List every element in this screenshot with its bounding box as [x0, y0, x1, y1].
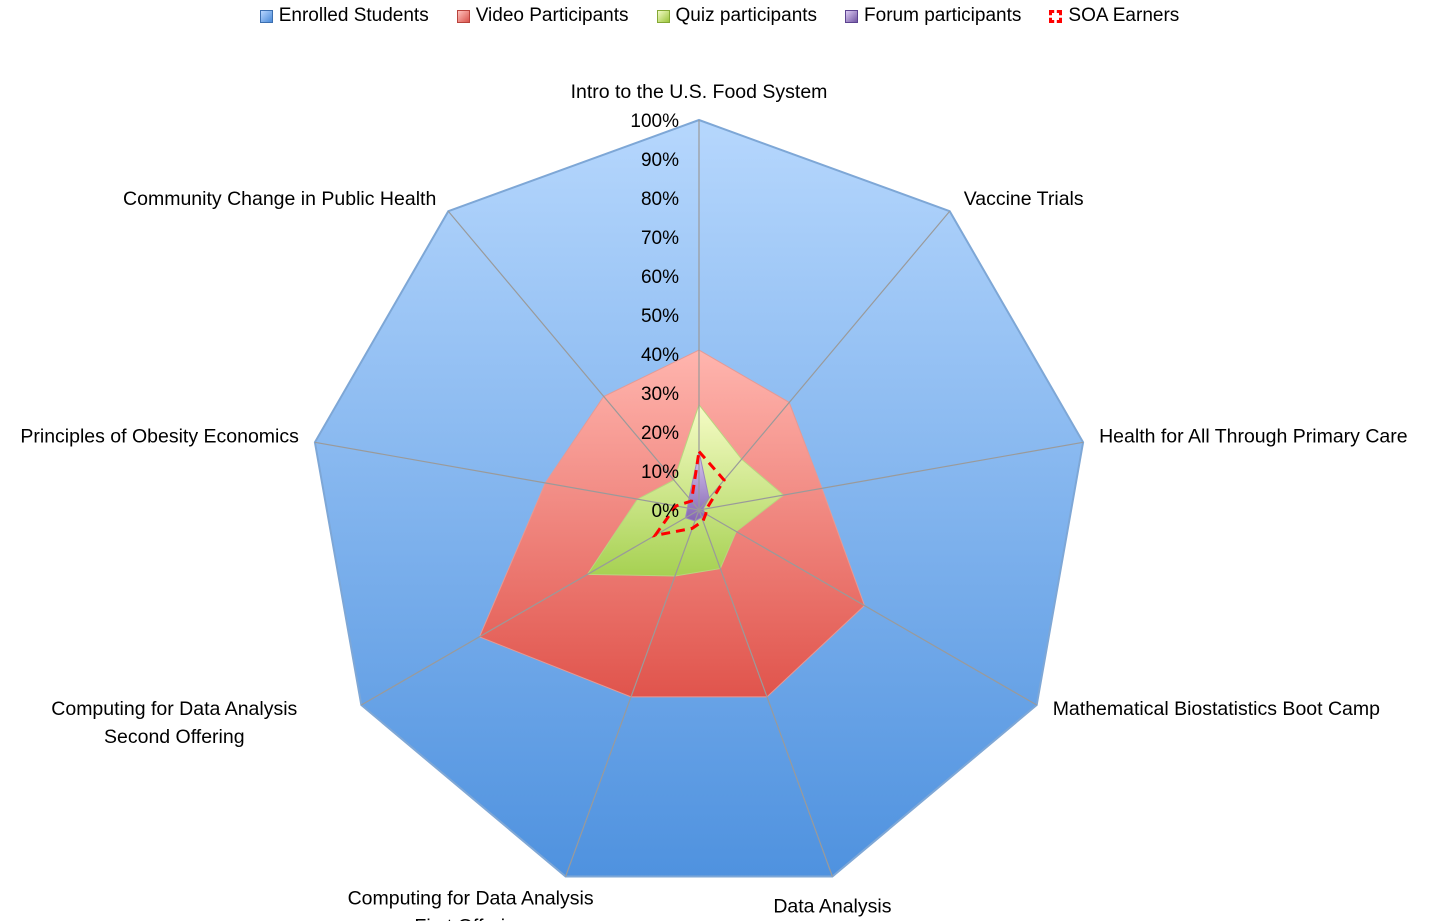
category-label-intro-to-the-u-s-food-system: Intro to the U.S. Food System — [571, 81, 828, 103]
radial-tick-label: 50% — [641, 306, 679, 327]
category-label-computing-for-data-analysis-second-offering: Computing for Data Analysis Second Offeri… — [51, 698, 297, 748]
axis-spoke-7 — [360, 509, 700, 706]
radial-tick-label: 100% — [630, 111, 679, 132]
legend-swatch-enrolled — [259, 9, 273, 23]
radial-tick-label: 10% — [641, 462, 679, 483]
category-label-data-analysis: Data Analysis — [773, 896, 891, 918]
legend-label-soa: SOA Earners — [1068, 5, 1180, 26]
axis-spoke-4 — [698, 509, 1037, 706]
axis-spoke-3 — [698, 441, 1084, 511]
category-label-vaccine-trials: Vaccine Trials — [964, 188, 1084, 210]
legend-swatch-video — [456, 9, 470, 23]
radial-tick-label: 0% — [652, 501, 680, 522]
category-label-community-change-in-public-health: Community Change in Public Health — [123, 188, 436, 210]
legend-item-soa: SOA Earners — [1049, 5, 1179, 27]
legend-item-enrolled: Enrolled Students — [259, 5, 429, 27]
radial-tick-label: 30% — [641, 384, 679, 405]
radial-tick-labels: 0% 10% 20% 30% 40% 50% 60% 70% 80% 90% 100% — [630, 111, 679, 522]
axis-spoke-6 — [565, 509, 700, 877]
category-labels: Intro to the U.S. Food System Vaccine Tri… — [20, 81, 1407, 921]
legend-item-quiz: Quiz participants — [656, 5, 818, 27]
legend-swatch-forum — [845, 9, 859, 23]
legend-label-quiz: Quiz participants — [675, 5, 818, 26]
radial-tick-label: 70% — [641, 228, 679, 249]
radial-tick-label: 90% — [641, 150, 679, 171]
axis-layer — [314, 120, 1084, 877]
legend-swatch-soa — [1049, 9, 1063, 23]
series-line-soa-earners — [651, 448, 726, 538]
category-label-principles-of-obesity-economics: Principles of Obesity Economics — [20, 425, 299, 447]
category-label-health-for-all-through-primary-care: Health for All Through Primary Care — [1099, 425, 1408, 447]
legend-label-forum: Forum participants — [864, 5, 1022, 26]
legend-label-enrolled: Enrolled Students — [278, 5, 429, 26]
legend-swatch-quiz — [656, 9, 670, 23]
chart-legend: Enrolled Students Video Participants Qui… — [0, 3, 1439, 29]
axis-spoke-9 — [447, 210, 700, 511]
series-area-quiz-participants — [586, 403, 785, 577]
category-label-mathematical-biostatistics-boot-camp: Mathematical Biostatistics Boot Camp — [1053, 698, 1380, 720]
radial-tick-label: 40% — [641, 345, 679, 366]
radial-tick-label: 60% — [641, 267, 679, 288]
category-label-computing-for-data-analysis-first-offering: Computing for Data AnalysisFirst Offerin… — [348, 888, 594, 921]
legend-item-video: Video Participants — [456, 5, 629, 27]
axis-spoke-5 — [698, 509, 833, 877]
axis-spoke-8 — [314, 441, 700, 511]
axis-spoke-2 — [698, 210, 951, 511]
radial-tick-label: 20% — [641, 423, 679, 444]
legend-item-forum: Forum participants — [845, 5, 1021, 27]
line-layer — [651, 448, 726, 538]
legend-label-video: Video Participants — [475, 5, 629, 26]
radial-tick-label: 80% — [641, 189, 679, 210]
